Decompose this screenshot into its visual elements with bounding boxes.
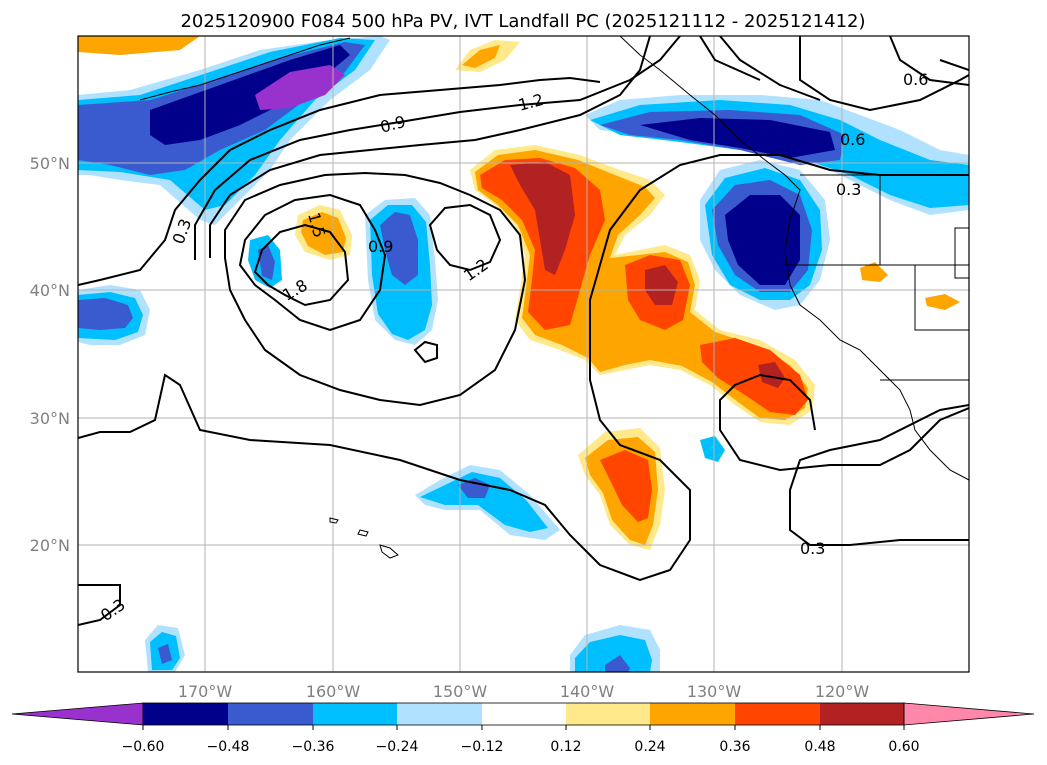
- colorbar-extend-low: [11, 702, 144, 726]
- lon-tick-label: 120°W: [815, 682, 870, 701]
- contour-label: 0.9: [368, 237, 393, 256]
- colorbar-label: −0.48: [207, 739, 250, 755]
- colorbar-bin: [650, 703, 735, 725]
- colorbar-ticks: [142, 725, 905, 730]
- lat-tick-label: 30°N: [30, 409, 70, 428]
- figure-title: 2025120900 F084 500 hPa PV, IVT Landfall…: [180, 11, 865, 32]
- colorbar-bin: [313, 703, 397, 725]
- colorbar-bin: [566, 703, 650, 725]
- colorbar-bin: [482, 703, 566, 725]
- colorbar-label: 0.24: [634, 739, 665, 755]
- colorbar-extend-high: [903, 702, 1035, 726]
- map-frame: [77, 35, 970, 673]
- pv-contours: [78, 36, 969, 626]
- colorbar-bin: [228, 703, 313, 725]
- lat-tick-label: 40°N: [30, 281, 70, 300]
- contour-label: 0.6: [840, 130, 865, 149]
- contour-label: 0.3: [800, 539, 825, 558]
- lon-tick-label: 140°W: [560, 682, 615, 701]
- lat-tick-label: 50°N: [30, 154, 70, 173]
- colorbar-label: 0.36: [719, 739, 750, 755]
- colorbar-label: −0.24: [376, 739, 419, 755]
- colorbar-bin: [820, 703, 904, 725]
- colorbar-label: 0.12: [550, 739, 581, 755]
- contour-label: 0.3: [836, 180, 861, 199]
- lon-tick-label: 160°W: [306, 682, 361, 701]
- coastlines: [139, 36, 969, 559]
- lon-tick-label: 130°W: [687, 682, 742, 701]
- colorbar: −0.60 −0.48 −0.36 −0.24 −0.12 0.12 0.24 …: [11, 702, 1035, 755]
- lon-tick-label: 150°W: [433, 682, 488, 701]
- colorbar-label: −0.60: [122, 739, 165, 755]
- colorbar-frame: [142, 702, 905, 726]
- lon-axis-labels: 170°W 160°W 150°W 140°W 130°W 120°W: [178, 682, 870, 701]
- colorbar-bin: [735, 703, 820, 725]
- lon-tick-label: 170°W: [178, 682, 233, 701]
- lat-axis-labels: 50°N 40°N 30°N 20°N: [30, 154, 70, 555]
- colorbar-labels: −0.60 −0.48 −0.36 −0.24 −0.12 0.12 0.24 …: [122, 739, 920, 755]
- colorbar-bin: [397, 703, 482, 725]
- colorbar-label: 0.60: [888, 739, 919, 755]
- lat-tick-label: 20°N: [30, 536, 70, 555]
- colorbar-bin: [143, 703, 228, 725]
- colorbar-label: −0.36: [292, 739, 335, 755]
- colorbar-label: −0.12: [461, 739, 504, 755]
- fill-pos-top-left: [78, 36, 200, 55]
- map-panel: 0.6 0.6 1.2 0.9 0.3 0.3 1.5 0.9 1.8 1.2 …: [77, 35, 970, 673]
- colorbar-label: 0.48: [804, 739, 835, 755]
- contour-label: 0.6: [903, 70, 928, 89]
